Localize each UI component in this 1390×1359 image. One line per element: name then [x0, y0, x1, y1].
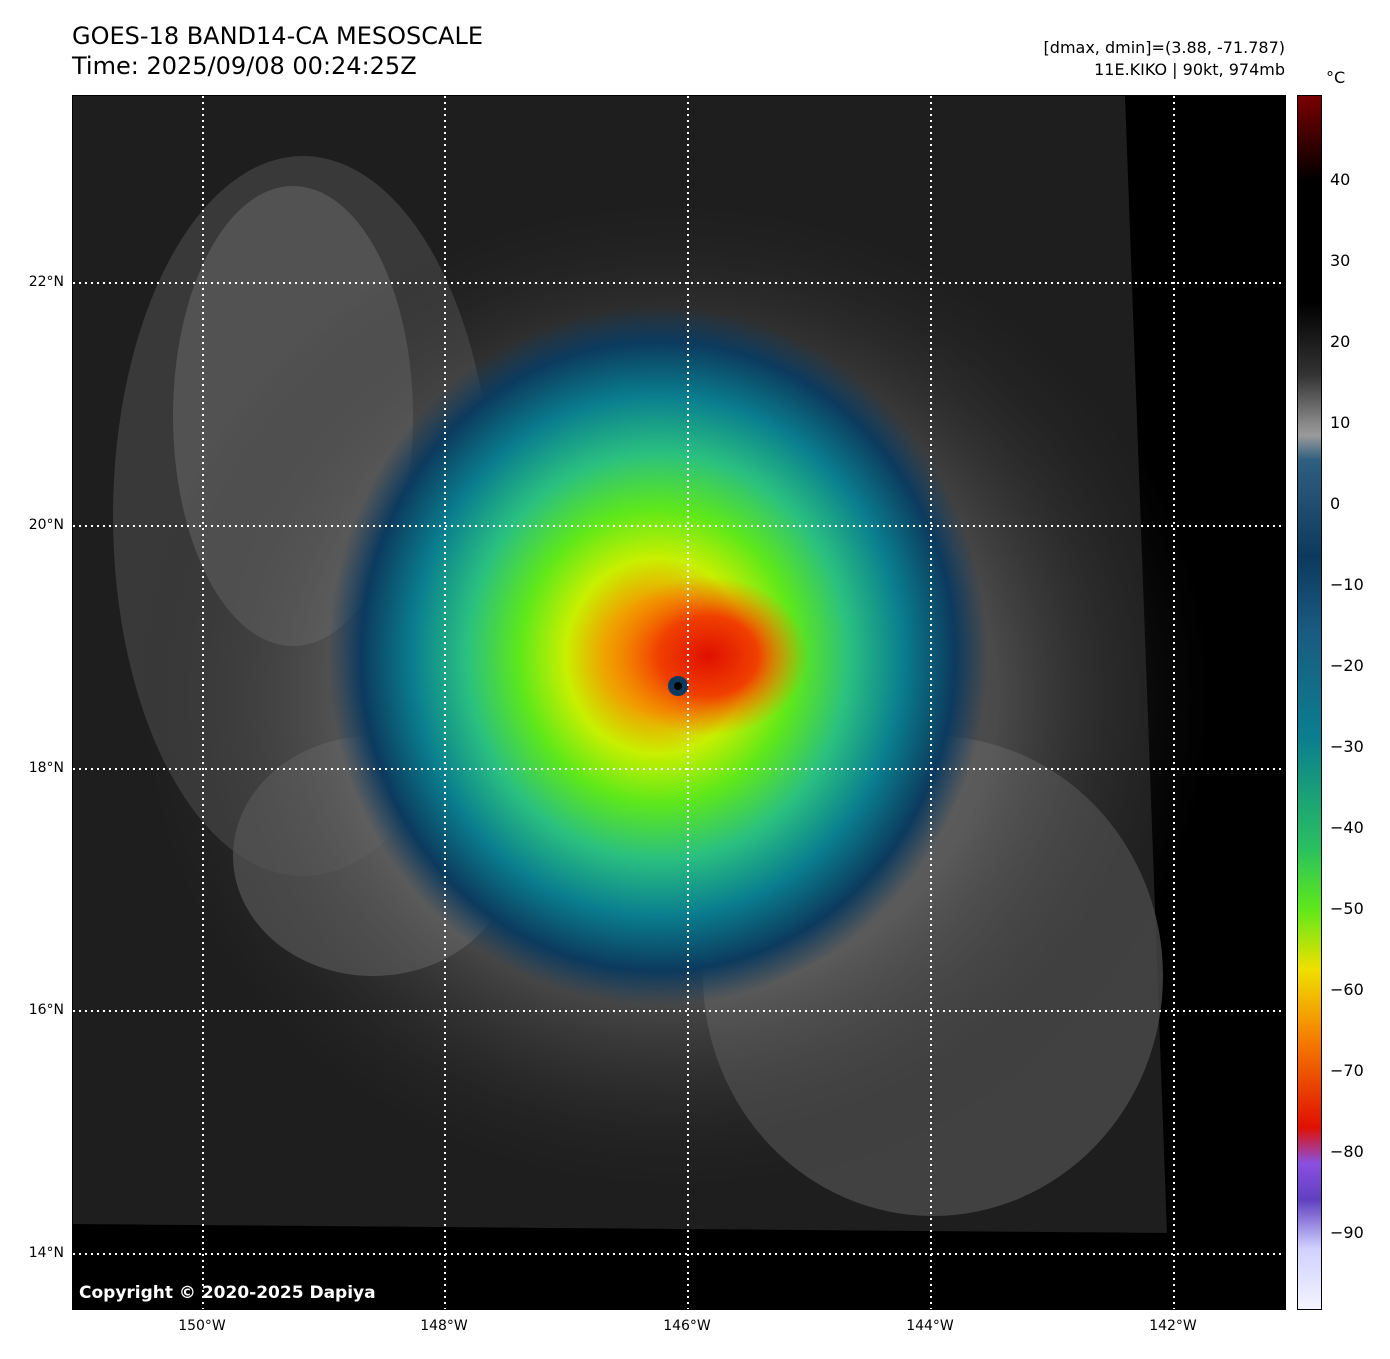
lat-label-22n: 22°N: [28, 274, 64, 290]
satellite-map: Copyright © 2020-2025 Dapiya: [72, 95, 1286, 1310]
graticule: [73, 96, 1285, 1309]
lon-label-142w: 142°W: [1149, 1318, 1197, 1334]
copyright-notice: Copyright © 2020-2025 Dapiya: [79, 1283, 376, 1303]
lon-label-150w: 150°W: [178, 1318, 226, 1334]
colorbar-tick-label: −10: [1330, 575, 1364, 594]
lat-label-16n: 16°N: [28, 1002, 64, 1018]
lon-label-148w: 148°W: [420, 1318, 468, 1334]
colorbar-tick-label: 30: [1330, 251, 1351, 270]
map-timestamp: Time: 2025/09/08 00:24:25Z: [72, 52, 417, 80]
lat-label-18n: 18°N: [28, 760, 64, 776]
colorbar-tick-label: −20: [1330, 656, 1364, 675]
lon-label-144w: 144°W: [906, 1318, 954, 1334]
colorbar-tick-label: −30: [1330, 737, 1364, 756]
lat-label-14n: 14°N: [28, 1245, 64, 1261]
hurricane-core: [608, 576, 808, 736]
colorbar-tick-label: −40: [1330, 818, 1364, 837]
lon-label-146w: 146°W: [663, 1318, 711, 1334]
colorbar-tick-label: 10: [1330, 413, 1351, 432]
colorbar-tick-label: 40: [1330, 170, 1351, 189]
colorbar-tick-label: −50: [1330, 899, 1364, 918]
colorbar-tick-label: −60: [1330, 980, 1364, 999]
colorbar-tick-label: −90: [1330, 1223, 1364, 1242]
colorbar-tick-label: −80: [1330, 1142, 1364, 1161]
temperature-colorbar: [1297, 95, 1322, 1310]
colorbar-tick-label: 0: [1330, 494, 1341, 513]
satellite-imagery: [73, 96, 1285, 1309]
lat-label-20n: 20°N: [28, 517, 64, 533]
map-title: GOES-18 BAND14-CA MESOSCALE: [72, 22, 483, 50]
storm-info: 11E.KIKO | 90kt, 974mb: [1094, 60, 1285, 79]
range-info: [dmax, dmin]=(3.88, -71.787): [1043, 38, 1285, 57]
colorbar-tick-label: −70: [1330, 1061, 1364, 1080]
colorbar-tick-label: 20: [1330, 332, 1351, 351]
colorbar-unit: °C: [1326, 68, 1346, 87]
